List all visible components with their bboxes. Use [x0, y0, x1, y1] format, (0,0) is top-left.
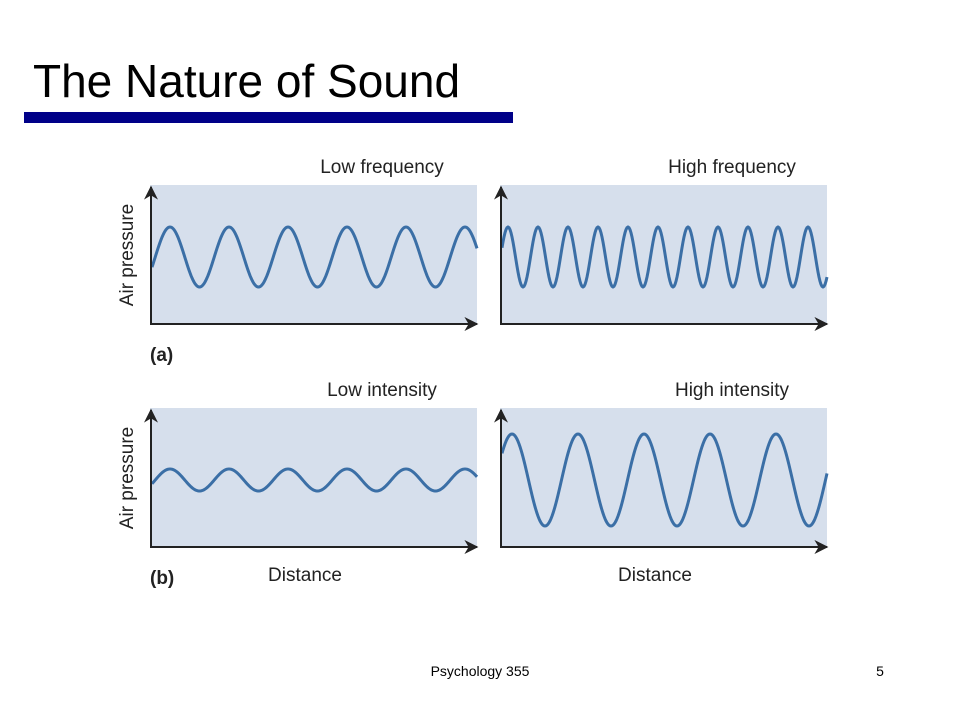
y-axis-label: Air pressure — [117, 204, 138, 306]
panel-label: High frequency — [668, 157, 796, 178]
wave — [500, 225, 829, 289]
wave — [150, 467, 479, 493]
panel-label: Low frequency — [320, 157, 444, 178]
wave — [500, 432, 829, 528]
panel-label: Low intensity — [327, 380, 437, 401]
y-axis-label: Air pressure — [117, 427, 138, 529]
x-axis-label: Distance — [618, 565, 692, 586]
panel-bg — [150, 408, 477, 548]
figure: Air pressure (a) Low frequency High frequen… — [117, 157, 829, 589]
panel-bg — [500, 408, 827, 548]
panel-bg — [150, 185, 477, 325]
row-tag: (a) — [150, 345, 173, 366]
panel-bg — [500, 185, 827, 325]
footer-page: 5 — [876, 663, 884, 679]
wave — [150, 225, 479, 289]
slide-title: The Nature of Sound — [33, 55, 460, 107]
panel-label: High intensity — [675, 380, 790, 401]
footer-course: Psychology 355 — [431, 663, 530, 679]
row-tag: (b) — [150, 568, 174, 589]
x-axis-label: Distance — [268, 565, 342, 586]
title-underline — [24, 112, 513, 123]
